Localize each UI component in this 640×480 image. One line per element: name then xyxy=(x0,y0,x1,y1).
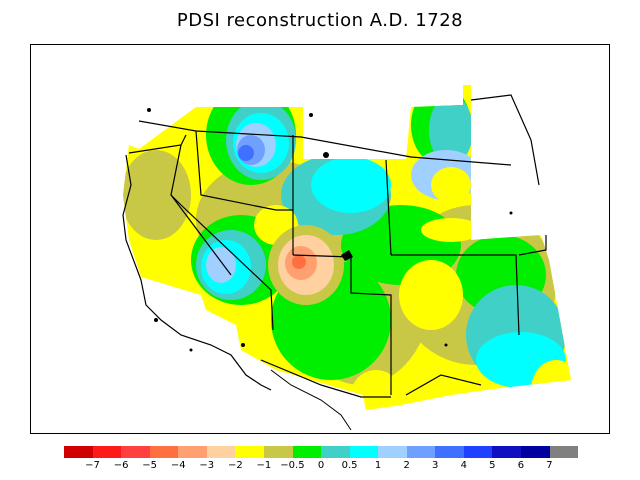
legend-swatch xyxy=(235,446,264,458)
legend-label: 0 xyxy=(317,460,325,471)
legend-label: 1 xyxy=(374,460,382,471)
legend-swatch xyxy=(435,446,464,458)
legend-label: −7 xyxy=(85,460,100,471)
legend-label: 6 xyxy=(517,460,525,471)
legend-label: −3 xyxy=(199,460,215,471)
legend-label: −4 xyxy=(170,460,186,471)
legend-swatch xyxy=(64,446,93,458)
pdsi-fill xyxy=(123,85,571,410)
gulf-coastline xyxy=(270,369,352,431)
legend-swatch xyxy=(178,446,207,458)
legend-swatch xyxy=(292,446,322,458)
legend-label: 5 xyxy=(489,460,496,471)
legend-swatch xyxy=(406,446,436,458)
color-legend xyxy=(64,446,579,458)
legend-label: −5 xyxy=(142,460,158,471)
legend-label: 2 xyxy=(403,460,410,471)
legend-swatch xyxy=(263,446,293,458)
legend-swatch xyxy=(492,446,521,458)
legend-label: 4 xyxy=(460,460,467,471)
legend-swatch xyxy=(92,446,122,458)
legend-swatch xyxy=(121,446,150,458)
legend-label: −6 xyxy=(113,460,129,471)
legend-label: 3 xyxy=(432,460,439,471)
legend-swatch xyxy=(149,446,179,458)
color-legend-labels: −7 −6 −5 −4 −3 −2 −1 −0.5 0 0.5 1 2 3 4 5 6 7 xyxy=(64,460,578,474)
great-salt-lake xyxy=(341,250,353,261)
legend-swatch xyxy=(206,446,236,458)
map-title: PDSI reconstruction A.D. 1728 xyxy=(176,10,464,31)
legend-swatch xyxy=(521,446,550,458)
legend-label: −0.5 xyxy=(280,460,305,471)
pdsi-map-canvas xyxy=(122,85,571,431)
legend-swatch xyxy=(349,446,379,458)
legend-swatch xyxy=(549,446,579,458)
state-boundaries xyxy=(128,94,547,398)
legend-swatch xyxy=(321,446,350,458)
coastline xyxy=(122,154,272,391)
legend-swatch xyxy=(378,446,407,458)
islands xyxy=(147,108,513,352)
legend-label: −1 xyxy=(256,460,272,471)
pdsi-map xyxy=(30,44,610,434)
legend-label: 7 xyxy=(546,460,553,471)
legend-label: 0.5 xyxy=(341,460,358,471)
legend-label: −2 xyxy=(227,460,243,471)
legend-swatch xyxy=(463,446,493,458)
